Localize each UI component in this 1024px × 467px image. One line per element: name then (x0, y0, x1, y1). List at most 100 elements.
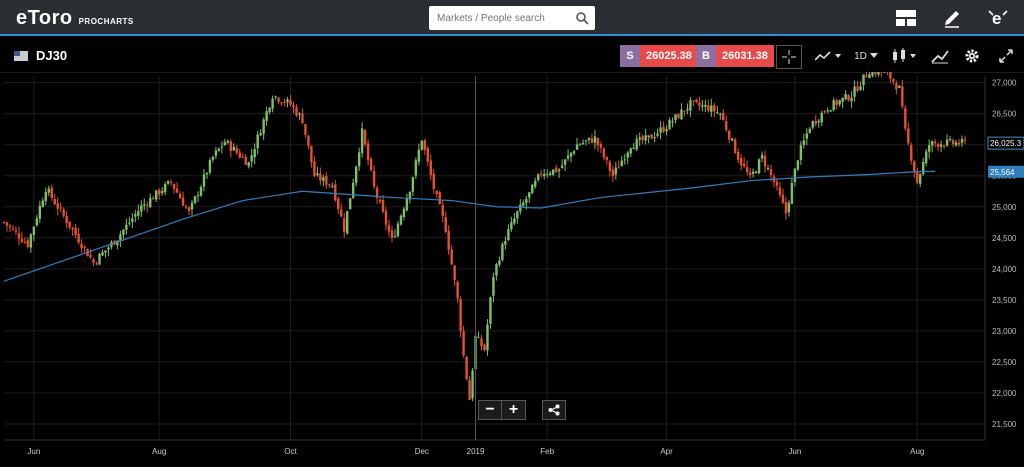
candle-body (71, 228, 73, 230)
candle-body (838, 100, 840, 104)
candle-body (558, 170, 560, 171)
candle-body (65, 216, 67, 223)
candle-body (638, 137, 640, 139)
candle-body (728, 131, 730, 140)
candle-body (844, 94, 846, 99)
candle-body (889, 72, 891, 78)
candle-body (200, 187, 202, 196)
fullscreen-icon[interactable] (996, 47, 1016, 65)
candle-body (776, 182, 778, 186)
product-name: PROCHARTS (79, 17, 134, 26)
candle-body (740, 158, 742, 165)
candle-body (716, 112, 718, 113)
candle-body (445, 217, 447, 232)
candle-body (943, 146, 945, 147)
candle-body (36, 218, 38, 225)
candle-body (549, 173, 551, 174)
candle-body (253, 149, 255, 157)
indicators-icon[interactable] (814, 47, 842, 65)
candle-body (704, 105, 706, 107)
candle-body (227, 141, 229, 143)
zoom-in-button[interactable]: + (502, 400, 526, 420)
candle-body (427, 148, 429, 161)
candle-body (489, 297, 491, 324)
candle-body (415, 160, 417, 175)
candle-body (319, 174, 321, 181)
candle-body (164, 184, 166, 192)
candle-body (155, 190, 157, 199)
candle-body (373, 171, 375, 187)
candle-body (27, 240, 29, 247)
candle-body (934, 142, 936, 144)
chart-toolbar: DJ30 S 26025.38 B 26031.38 1D (0, 38, 1024, 73)
candle-body (683, 111, 685, 112)
candle-body (274, 96, 276, 97)
candle-body (516, 211, 518, 218)
candle-body (624, 159, 626, 160)
candle-body (752, 172, 754, 174)
candlestick-type-icon[interactable] (890, 47, 918, 65)
search-input[interactable] (429, 6, 595, 30)
candle-body (83, 247, 85, 248)
crosshair-icon[interactable] (776, 45, 802, 69)
candle-body (770, 169, 772, 175)
share-icon[interactable] (542, 400, 566, 420)
candle-body (579, 144, 581, 145)
candle-body (695, 100, 697, 102)
candle-body (331, 186, 333, 187)
candle-body (806, 133, 808, 138)
candle-body (913, 162, 915, 172)
candle-body (922, 162, 924, 174)
candle-body (931, 141, 933, 145)
candle-body (952, 140, 954, 143)
zoom-out-button[interactable]: − (478, 400, 502, 420)
candle-body (686, 109, 688, 110)
candle-body (143, 204, 145, 205)
candle-body (379, 200, 381, 202)
candle-body (412, 177, 414, 192)
candle-body (749, 173, 751, 175)
y-axis-label: 23,500 (992, 296, 1017, 305)
candle-body (334, 184, 336, 200)
settings-gear-icon[interactable] (962, 47, 982, 65)
candle-body (146, 205, 148, 206)
candle-body (400, 216, 402, 225)
candle-body (215, 150, 217, 155)
search-icon[interactable] (575, 11, 589, 25)
candle-body (892, 79, 894, 82)
candle-body (236, 148, 238, 152)
candle-body (492, 277, 494, 296)
candle-body (325, 176, 327, 185)
interval-select[interactable]: 1D (854, 47, 878, 65)
candle-body (919, 174, 921, 184)
candle-body (812, 121, 814, 127)
candle-body (659, 128, 661, 133)
candle-body (442, 205, 444, 216)
candle-body (916, 171, 918, 183)
candle-body (104, 250, 106, 252)
candle-body (295, 107, 297, 115)
candle-body (149, 198, 151, 207)
etoro-profile-icon[interactable]: e (986, 6, 1010, 30)
y-axis-label: 26,500 (992, 110, 1017, 119)
instrument-header: DJ30 (14, 48, 67, 63)
draw-pencil-icon[interactable] (940, 6, 964, 30)
layout-icon[interactable] (894, 6, 918, 30)
candle-body (218, 148, 220, 150)
sell-button[interactable]: S 26025.38 (620, 45, 698, 67)
candle-body (949, 139, 951, 140)
candle-body (827, 110, 829, 111)
candle-body (940, 144, 942, 146)
candle-body (964, 140, 966, 141)
candle-body (158, 190, 160, 195)
candle-body (346, 211, 348, 233)
etoro-logo[interactable]: eToro PROCHARTS (16, 5, 134, 31)
buy-label: B (696, 45, 716, 67)
candle-body (737, 152, 739, 160)
candle-body (746, 167, 748, 172)
drawing-tools-icon[interactable] (930, 47, 950, 65)
candle-body (627, 153, 629, 158)
buy-button[interactable]: B 26031.38 (696, 45, 774, 67)
candle-body (534, 181, 536, 187)
candle-body (418, 150, 420, 162)
